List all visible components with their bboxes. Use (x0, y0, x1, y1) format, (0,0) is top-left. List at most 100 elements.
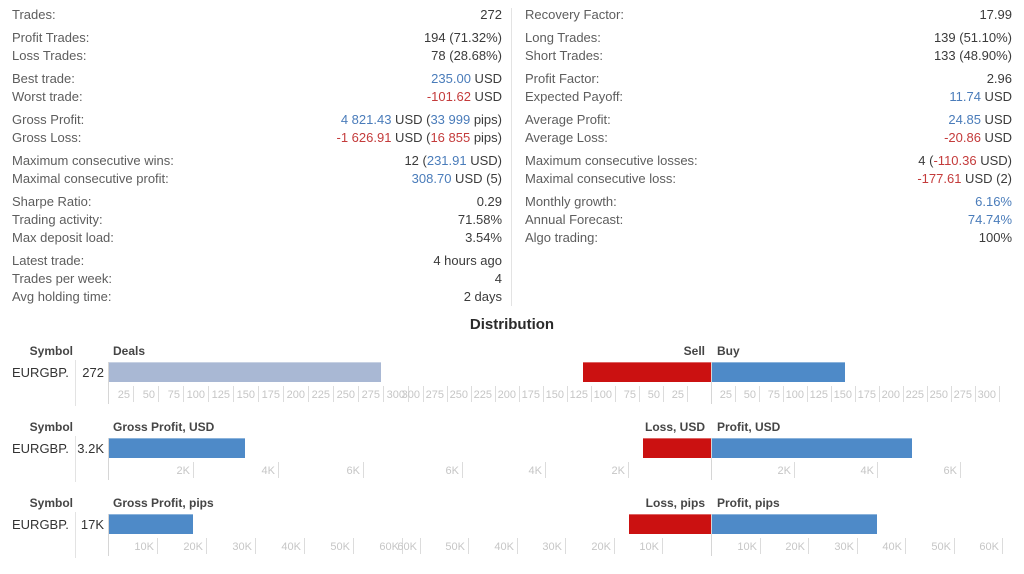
stats-left-column: Trades: 272 Profit Trades: 194 (71.32%) Loss… (12, 6, 502, 311)
axis-tick-label: 60K (979, 541, 999, 553)
stat-value-segment: 74.74% (967, 212, 1012, 227)
stats-right-column: Recovery Factor: 17.99 Long Trades: 139 (51… (525, 6, 1012, 252)
axis-tick (1002, 538, 1003, 554)
stat-value: 308.70 USD (5) (412, 170, 502, 188)
negative-series-label: Loss, USD (644, 420, 705, 434)
stat-value-segment: USD ( (391, 112, 431, 127)
axis-tick (639, 386, 640, 402)
axis-tick (857, 538, 858, 554)
stat-group: Gross Profit: 4 821.43 USD (33 999 pips) G… (12, 111, 502, 147)
axis-tick (258, 386, 259, 402)
axis-tick (383, 386, 384, 402)
axis-tick (420, 538, 421, 554)
axis-tick-label: 40K (882, 541, 902, 553)
axis-tick (927, 386, 928, 402)
axis-tick (954, 538, 955, 554)
left-axis-zero-line (108, 514, 109, 556)
axis-tick (565, 538, 566, 554)
stat-label: Expected Payoff: (525, 89, 624, 104)
stat-value: 4 (-110.36 USD) (918, 152, 1012, 170)
axis-tick (193, 462, 194, 478)
axis-tick-label: 40K (281, 541, 301, 553)
stat-value-segment: 235.00 (431, 71, 471, 86)
stat-group: Long Trades: 139 (51.10%) Short Trades: 133… (525, 29, 1012, 65)
axis-tick (308, 386, 309, 402)
bar-positive (712, 362, 845, 382)
symbol-column-header: Symbol (29, 344, 73, 358)
axis-tick (206, 538, 207, 554)
axis-tick-label: 275 (361, 389, 380, 401)
stat-value: 78 (28.68%) (431, 47, 502, 65)
stat-label: Best trade: (12, 71, 75, 86)
symbol-column-header: Symbol (29, 420, 73, 434)
symbol-column-divider (75, 512, 76, 558)
axis-tick-label: 10K (737, 541, 757, 553)
stat-value: 100% (979, 229, 1012, 247)
stat-row: Algo trading: 100% (525, 229, 1012, 247)
axis-tick (471, 386, 472, 402)
axis-tick-label: 4K (860, 465, 874, 477)
stat-value-segment: 3.54% (465, 230, 502, 245)
stat-value: 12 (231.91 USD) (404, 152, 502, 170)
axis-tick-label: 10K (134, 541, 154, 553)
stat-value-segment: 24.85 (948, 112, 981, 127)
stat-row: Trading activity: 71.58% (12, 211, 502, 229)
stat-label: Profit Factor: (525, 71, 600, 86)
stat-row: Gross Profit: 4 821.43 USD (33 999 pips) (12, 111, 502, 129)
stat-value-segment: -177.61 (917, 171, 962, 186)
stat-row: Max deposit load: 3.54% (12, 229, 502, 247)
stat-group: Average Profit: 24.85 USD Average Loss: -20… (525, 111, 1012, 147)
stat-value-segment: 4 ( (918, 153, 934, 168)
stat-group: Maximum consecutive wins: 12 (231.91 USD)… (12, 152, 502, 188)
stat-value-segment: 139 (51.10%) (933, 30, 1012, 45)
axis-tick (408, 386, 409, 402)
axis-tick-label: 2K (611, 465, 625, 477)
stat-group: Maximum consecutive losses: 4 (-110.36 US… (525, 152, 1012, 188)
stat-value: 74.74% (968, 211, 1012, 229)
axis-tick (615, 386, 616, 402)
axis-tick (855, 386, 856, 402)
stat-value: 11.74 USD (949, 88, 1012, 106)
axis-tick-label: 225 (473, 389, 492, 401)
stat-value-segment: 16 855 (430, 130, 471, 145)
axis-tick (951, 386, 952, 402)
axis-tick-label: 200 (881, 389, 900, 401)
stat-label: Max deposit load: (12, 230, 114, 245)
axis-tick-label: 2K (777, 465, 791, 477)
axis-tick-label: 175 (521, 389, 540, 401)
axis-tick-label: 250 (929, 389, 948, 401)
stat-value-segment: 133 (48.90%) (933, 48, 1012, 63)
axis-tick (735, 386, 736, 402)
axis-tick (158, 386, 159, 402)
axis-tick-label: 20K (785, 541, 805, 553)
stat-value: -101.62 USD (427, 88, 502, 106)
axis-tick (363, 462, 364, 478)
axis-tick-label: 50 (647, 389, 660, 401)
axis-tick (283, 386, 284, 402)
stat-label: Sharpe Ratio: (12, 194, 92, 209)
center-axis-zero-line (711, 514, 712, 556)
axis-tick (208, 386, 209, 402)
axis-tick-label: 100 (186, 389, 205, 401)
distribution-row: Symbol Gross Profit, pips Loss, pips Profit… (0, 494, 1024, 566)
row-value: 17K (80, 517, 104, 532)
bar-net-profit (109, 438, 245, 458)
stat-value-segment: USD (470, 89, 502, 104)
stats-column-divider (511, 8, 512, 306)
stat-value: 4 hours ago (433, 252, 502, 270)
axis-tick-label: 250 (449, 389, 468, 401)
bar-negative (629, 514, 711, 534)
stat-value-segment: 17.99 (979, 7, 1012, 22)
left-chart-title: Deals (113, 344, 146, 358)
axis-tick (183, 386, 184, 402)
stat-label: Gross Profit: (12, 112, 85, 127)
stat-value-segment: USD) (976, 153, 1012, 168)
stat-value: 17.99 (979, 6, 1012, 24)
axis-tick (760, 538, 761, 554)
stat-row: Long Trades: 139 (51.10%) (525, 29, 1012, 47)
left-chart-title: Gross Profit, USD (113, 420, 215, 434)
stat-label: Avg holding time: (12, 289, 112, 304)
stat-label: Maximal consecutive loss: (525, 171, 676, 186)
stat-label: Algo trading: (525, 230, 598, 245)
stat-value: 24.85 USD (948, 111, 1012, 129)
